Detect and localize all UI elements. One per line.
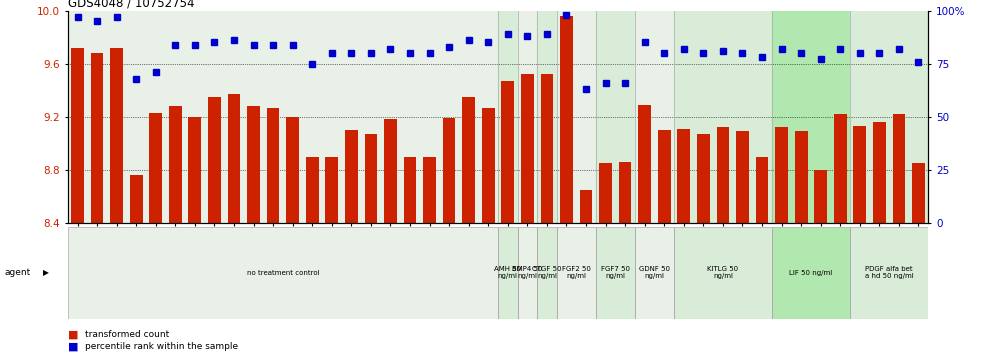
Text: FGF7 50
ng/ml: FGF7 50 ng/ml xyxy=(601,266,629,279)
Text: CTGF 50
ng/ml: CTGF 50 ng/ml xyxy=(532,266,562,279)
Bar xyxy=(541,74,553,223)
Text: GDNF 50
ng/ml: GDNF 50 ng/ml xyxy=(639,266,670,279)
FancyBboxPatch shape xyxy=(634,227,674,319)
Bar xyxy=(149,113,162,223)
Text: ▶: ▶ xyxy=(43,268,49,277)
Text: percentile rank within the sample: percentile rank within the sample xyxy=(85,342,238,352)
Bar xyxy=(498,11,518,223)
FancyBboxPatch shape xyxy=(68,227,498,319)
Bar xyxy=(537,11,557,223)
Bar xyxy=(557,11,596,223)
Bar xyxy=(518,11,537,223)
Bar xyxy=(873,122,885,223)
Bar xyxy=(501,81,514,223)
Bar xyxy=(772,11,850,223)
Bar xyxy=(912,163,925,223)
Bar xyxy=(560,16,573,223)
Bar xyxy=(892,114,905,223)
FancyBboxPatch shape xyxy=(772,227,850,319)
Bar xyxy=(716,127,729,223)
FancyBboxPatch shape xyxy=(557,227,596,319)
Bar xyxy=(423,156,436,223)
FancyBboxPatch shape xyxy=(498,227,518,319)
Text: LIF 50 ng/ml: LIF 50 ng/ml xyxy=(789,270,833,275)
Text: ■: ■ xyxy=(68,342,79,352)
Bar xyxy=(188,117,201,223)
Bar xyxy=(462,97,475,223)
FancyBboxPatch shape xyxy=(850,227,928,319)
Bar xyxy=(600,163,612,223)
Bar xyxy=(482,108,495,223)
Text: transformed count: transformed count xyxy=(85,330,169,339)
Text: agent: agent xyxy=(5,268,31,277)
Bar xyxy=(169,106,181,223)
Bar xyxy=(443,118,455,223)
Bar xyxy=(326,156,338,223)
Bar xyxy=(795,131,808,223)
Text: KITLG 50
ng/ml: KITLG 50 ng/ml xyxy=(707,266,738,279)
Text: no treatment control: no treatment control xyxy=(247,270,319,275)
Bar xyxy=(306,156,319,223)
Bar xyxy=(756,156,768,223)
Bar xyxy=(365,134,377,223)
Bar xyxy=(228,94,240,223)
Bar xyxy=(854,126,867,223)
Bar xyxy=(247,106,260,223)
Bar xyxy=(850,11,928,223)
Bar xyxy=(634,11,674,223)
Bar xyxy=(815,170,827,223)
Bar xyxy=(267,108,280,223)
Text: FGF2 50
ng/ml: FGF2 50 ng/ml xyxy=(562,266,591,279)
Bar xyxy=(68,11,498,223)
Bar xyxy=(658,130,670,223)
Bar xyxy=(677,129,690,223)
Text: ■: ■ xyxy=(68,330,79,339)
Bar xyxy=(345,130,358,223)
Bar xyxy=(521,74,534,223)
Bar xyxy=(580,190,593,223)
Bar xyxy=(736,131,749,223)
Bar xyxy=(91,53,104,223)
Bar xyxy=(129,175,142,223)
Bar xyxy=(403,156,416,223)
FancyBboxPatch shape xyxy=(596,227,634,319)
Bar xyxy=(638,105,651,223)
Bar xyxy=(596,11,634,223)
Text: BMP4 50
ng/ml: BMP4 50 ng/ml xyxy=(512,266,543,279)
Bar xyxy=(834,114,847,223)
Bar xyxy=(208,97,221,223)
Bar xyxy=(286,117,299,223)
Bar xyxy=(775,127,788,223)
Text: PDGF alfa bet
a hd 50 ng/ml: PDGF alfa bet a hd 50 ng/ml xyxy=(865,266,913,279)
Bar xyxy=(384,119,396,223)
FancyBboxPatch shape xyxy=(537,227,557,319)
Text: AMH 50
ng/ml: AMH 50 ng/ml xyxy=(494,266,521,279)
Bar xyxy=(619,162,631,223)
Bar xyxy=(71,48,84,223)
FancyBboxPatch shape xyxy=(674,227,772,319)
Text: GDS4048 / 10752754: GDS4048 / 10752754 xyxy=(68,0,194,10)
FancyBboxPatch shape xyxy=(518,227,537,319)
Bar xyxy=(111,48,123,223)
Bar xyxy=(674,11,772,223)
Bar xyxy=(697,134,710,223)
